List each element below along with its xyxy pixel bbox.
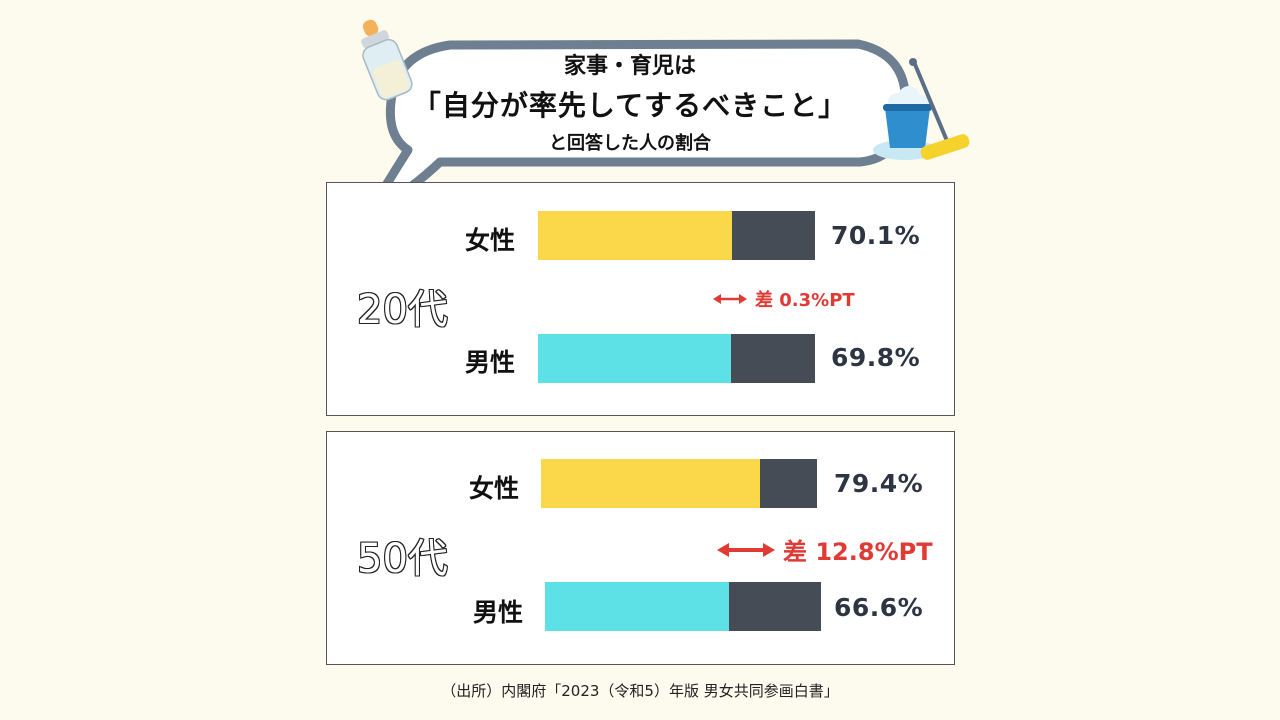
age-group-label: 20代	[356, 286, 449, 334]
category-label-female: 女性	[469, 474, 520, 503]
difference-text: 差 0.3%PT	[755, 290, 855, 311]
difference-label: 差 0.3%PT	[713, 286, 855, 312]
panel-50s: 女性 79.4% 50代 差 12.8%PT 男性 66.6%	[326, 431, 955, 665]
bar-male-value	[538, 334, 732, 383]
bar-female-value	[538, 211, 733, 260]
value-label-male: 69.8%	[831, 343, 921, 372]
bar-male-remainder	[731, 334, 815, 383]
double-arrow-icon	[713, 294, 747, 304]
age-group-label: 50代	[356, 535, 449, 583]
bar-male	[545, 582, 821, 631]
source-note: （出所）内閣府「2023（令和5）年版 男女共同参画白書」	[441, 682, 839, 700]
category-label-male: 男性	[465, 348, 516, 377]
bar-female	[541, 459, 817, 508]
value-label-male: 66.6%	[834, 593, 924, 622]
panel-20s: 女性 70.1% 20代 差 0.3%PT 男性 69.8%	[326, 182, 955, 416]
difference-text: 差 12.8%PT	[783, 538, 933, 566]
bar-female-remainder	[760, 459, 817, 508]
chart-title-line-2: 「自分が率先してするべきこと」	[412, 89, 848, 122]
double-arrow-icon	[717, 542, 775, 557]
bar-male	[538, 334, 815, 383]
bar-female-value	[541, 459, 761, 508]
bucket-mop-icon	[873, 58, 970, 160]
chart-title-line-3: と回答した人の割合	[549, 133, 711, 154]
value-label-female: 70.1%	[831, 221, 921, 250]
bar-female-remainder	[732, 211, 815, 260]
bar-male-value	[545, 582, 729, 631]
chart-title-line-1: 家事・育児は	[563, 54, 696, 79]
value-label-female: 79.4%	[834, 469, 924, 498]
bar-female	[538, 211, 815, 260]
difference-label: 差 12.8%PT	[717, 532, 933, 567]
category-label-male: 男性	[473, 598, 524, 627]
category-label-female: 女性	[465, 226, 516, 255]
baby-bottle-icon	[361, 19, 413, 101]
bar-male-remainder	[728, 582, 821, 631]
